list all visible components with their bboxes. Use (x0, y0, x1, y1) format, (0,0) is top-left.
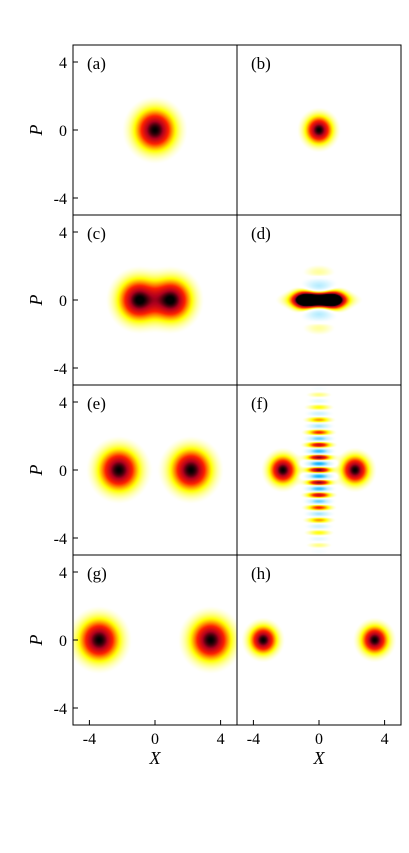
panel-label: (g) (87, 564, 107, 583)
wigner-heatmap (237, 385, 401, 555)
wigner-heatmap (73, 45, 237, 215)
wigner-heatmap (73, 385, 237, 555)
ticks-layer: 4 0 -4 4 0 -4 4 0 -4 4 0 -4 -4 0 4 -4 0 4 (54, 55, 389, 748)
y-tick-label: 0 (59, 463, 67, 480)
panel-a: (a) (72, 44, 238, 216)
panel-label: (d) (251, 224, 271, 243)
y-tick-label: -4 (54, 531, 67, 548)
x-axis-label: X (149, 748, 162, 768)
x-tick-label: 0 (315, 731, 323, 748)
y-tick-label: 4 (59, 395, 67, 412)
x-tick-label: 4 (217, 731, 225, 748)
panel-label: (c) (87, 224, 106, 243)
wigner-heatmap (73, 215, 237, 385)
panel-c: (c) (72, 214, 238, 386)
axis-labels-layer: P P P P X X (26, 125, 326, 769)
panel-label: (f) (251, 394, 268, 413)
wigner-heatmap (237, 215, 401, 385)
y-tick-label: 0 (59, 123, 67, 140)
x-tick-label: 4 (381, 731, 389, 748)
x-tick-label: -4 (247, 731, 260, 748)
y-axis-label: P (26, 125, 46, 137)
y-tick-label: -4 (54, 361, 67, 378)
y-tick-label: 4 (59, 55, 67, 72)
wigner-heatmap (237, 555, 401, 725)
x-tick-label: -4 (83, 731, 96, 748)
panel-label: (h) (251, 564, 271, 583)
panel-e: (e) (72, 384, 238, 556)
y-tick-label: 4 (59, 225, 67, 242)
y-axis-label: P (26, 635, 46, 647)
panel-label: (a) (87, 54, 106, 73)
panel-f: (f) (236, 384, 402, 556)
x-tick-label: 0 (151, 731, 159, 748)
panel-g: (g) (72, 554, 238, 726)
y-tick-label: 0 (59, 633, 67, 650)
y-tick-label: -4 (54, 701, 67, 718)
panel-label: (e) (87, 394, 106, 413)
y-tick-label: 0 (59, 293, 67, 310)
y-tick-label: -4 (54, 191, 67, 208)
y-tick-label: 4 (59, 565, 67, 582)
panel-label: (b) (251, 54, 271, 73)
panel-d: (d) (236, 214, 402, 386)
y-axis-label: P (26, 295, 46, 307)
panel-h: (h) (236, 554, 402, 726)
panels-layer: (a) (b) (c) (d) (e) (f) (g) (h) (72, 44, 402, 726)
x-axis-label: X (313, 748, 326, 768)
y-axis-label: P (26, 465, 46, 477)
wigner-heatmap (237, 45, 401, 215)
panel-b: (b) (236, 44, 402, 216)
wigner-heatmap (73, 555, 237, 725)
